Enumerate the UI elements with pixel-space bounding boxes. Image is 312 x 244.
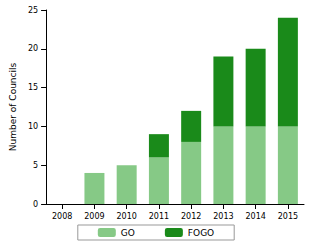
svg-text:5: 5	[33, 161, 38, 170]
svg-text:GO: GO	[121, 228, 135, 238]
svg-text:10: 10	[28, 122, 38, 131]
svg-text:2011: 2011	[149, 212, 169, 221]
svg-text:2009: 2009	[84, 212, 104, 221]
svg-text:2014: 2014	[245, 212, 265, 221]
svg-text:2012: 2012	[181, 212, 201, 221]
svg-text:2010: 2010	[117, 212, 137, 221]
svg-text:15: 15	[28, 83, 38, 92]
svg-text:FOGO: FOGO	[188, 228, 214, 238]
svg-text:0: 0	[33, 200, 38, 209]
svg-text:20: 20	[28, 44, 38, 53]
svg-text:2013: 2013	[213, 212, 233, 221]
svg-text:Number of Councils: Number of Councils	[8, 62, 18, 151]
svg-text:2008: 2008	[52, 212, 72, 221]
svg-text:2015: 2015	[278, 212, 298, 221]
svg-text:25: 25	[28, 6, 38, 15]
